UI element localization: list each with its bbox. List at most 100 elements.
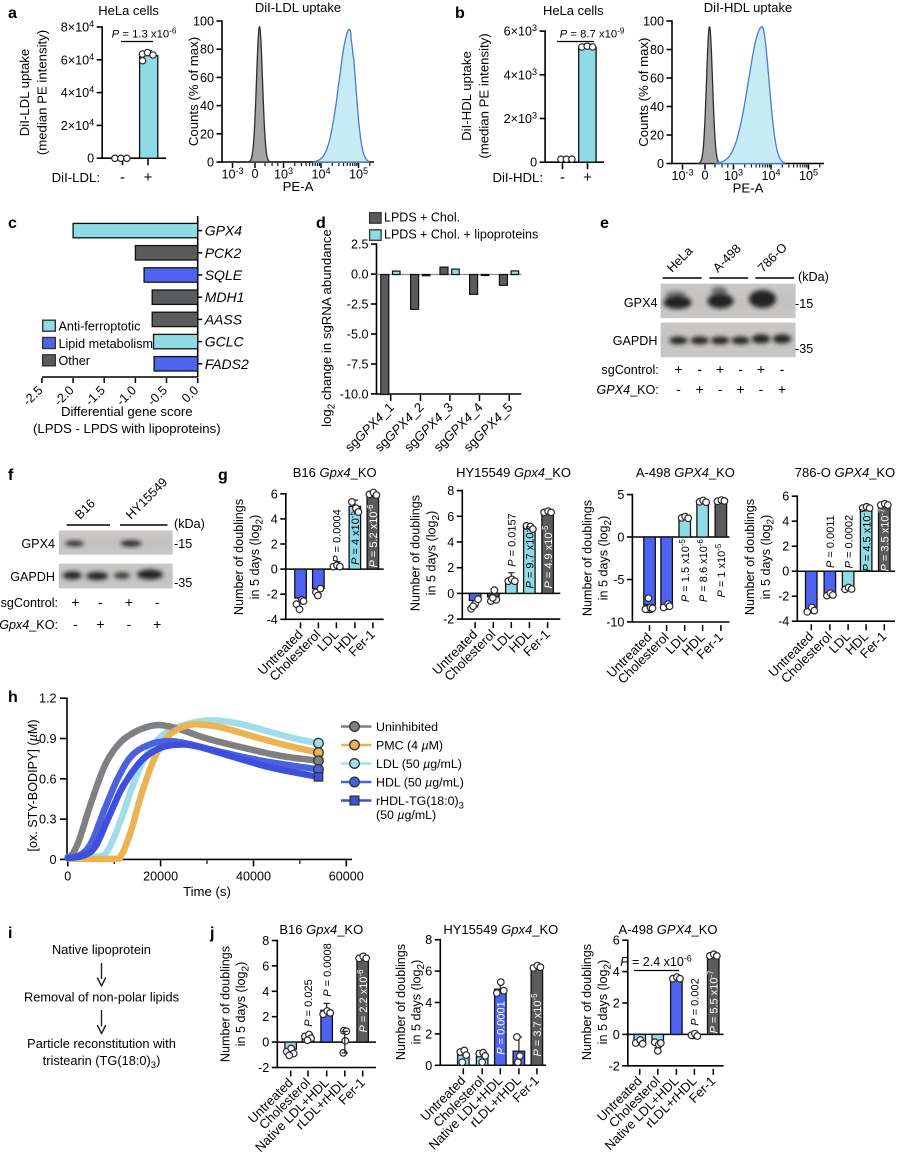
svg-text:-: - (560, 169, 565, 186)
svg-text:0: 0 (251, 167, 258, 181)
svg-text:DiI-HDL uptake: DiI-HDL uptake (704, 0, 792, 15)
svg-text:-: - (73, 616, 78, 632)
svg-text:h: h (8, 689, 18, 706)
svg-text:+: + (757, 361, 765, 377)
svg-text:P = 0.0004: P = 0.0004 (332, 509, 344, 563)
svg-text:-7.5: -7.5 (347, 358, 369, 372)
svg-text:P = 0.002: P = 0.002 (690, 978, 702, 1025)
svg-text:HeLa cells: HeLa cells (543, 3, 604, 18)
svg-text:P = 1.3 x10-6: P = 1.3 x10-6 (112, 26, 177, 40)
svg-text:c: c (8, 215, 17, 232)
svg-text:in 5 days (log2): in 5 days (log2) (596, 516, 614, 601)
svg-text:-10: -10 (606, 615, 624, 629)
svg-text:+: + (153, 616, 161, 632)
svg-text:(50 µg/mL): (50 µg/mL) (376, 808, 436, 822)
svg-text:Other: Other (59, 354, 91, 368)
svg-text:+: + (696, 381, 704, 397)
svg-text:-: - (759, 381, 764, 397)
svg-text:GAPDH: GAPDH (613, 334, 658, 348)
svg-text:-5: -5 (613, 573, 624, 587)
svg-text:rHDL-TG(18:0)3: rHDL-TG(18:0)3 (376, 794, 464, 812)
svg-text:0: 0 (207, 156, 214, 170)
svg-text:A-498 GPX4_KO: A-498 GPX4_KO (618, 922, 717, 937)
svg-text:P = 5.2 x10-6: P = 5.2 x10-6 (366, 504, 380, 568)
svg-text:e: e (600, 215, 609, 232)
svg-text:4: 4 (447, 536, 454, 550)
svg-text:0: 0 (64, 869, 71, 883)
svg-text:60: 60 (200, 71, 214, 85)
svg-text:8: 8 (447, 484, 454, 498)
svg-text:sgControl:: sgControl: (601, 363, 658, 377)
svg-text:PE-A: PE-A (733, 181, 764, 196)
svg-text:P = 2.2 x10-6: P = 2.2 x10-6 (356, 969, 370, 1033)
svg-text:in 5 days (log2): in 5 days (log2) (759, 515, 777, 600)
svg-text:100: 100 (643, 15, 664, 29)
svg-text:DiI-HDL uptake: DiI-HDL uptake (459, 51, 474, 141)
svg-text:80: 80 (650, 43, 664, 57)
svg-text:P = 0.0008: P = 0.0008 (322, 943, 334, 997)
svg-text:P = 0.0157: P = 0.0157 (507, 513, 519, 567)
svg-text:d: d (316, 215, 326, 232)
svg-text:+: + (674, 361, 682, 377)
svg-text:1.2: 1.2 (39, 692, 57, 706)
svg-text:MDH1: MDH1 (205, 289, 245, 305)
svg-text:GPX4: GPX4 (205, 223, 243, 239)
svg-text:-: - (780, 361, 785, 377)
svg-text:P = 3.7 x10-5: P = 3.7 x10-5 (530, 993, 544, 1057)
svg-text:+: + (583, 169, 592, 186)
svg-text:P = 4.5 x10-7: P = 4.5 x10-7 (859, 509, 873, 572)
svg-text:2×103: 2×103 (504, 111, 537, 127)
svg-text:Counts (% of max): Counts (% of max) (186, 37, 201, 146)
svg-text:0.6: 0.6 (39, 772, 57, 786)
svg-text:0: 0 (271, 563, 278, 577)
svg-text:AASS: AASS (204, 311, 243, 327)
svg-text:b: b (455, 5, 465, 22)
svg-text:6: 6 (271, 487, 278, 501)
svg-text:-2.5: -2.5 (347, 298, 369, 312)
svg-text:P = 3.5 x10-7: P = 3.5 x10-7 (878, 509, 892, 572)
svg-text:Native lipoprotein: Native lipoprotein (52, 942, 151, 957)
svg-text:5: 5 (617, 488, 624, 502)
svg-text:4: 4 (262, 985, 269, 999)
svg-text:P = 0.0011: P = 0.0011 (825, 515, 837, 568)
svg-text:P = 8.7 x10-9: P = 8.7 x10-9 (560, 26, 625, 40)
svg-text:-: - (718, 381, 723, 397)
svg-text:DiI-LDL uptake: DiI-LDL uptake (255, 0, 341, 15)
svg-text:P = 8.6 x10-6: P = 8.6 x10-6 (696, 539, 710, 603)
svg-text:GPX4: GPX4 (624, 296, 658, 310)
svg-text:Differential gene score: Differential gene score (61, 404, 193, 419)
svg-text:PCK2: PCK2 (205, 245, 242, 261)
svg-text:P = 0.025: P = 0.025 (303, 979, 315, 1026)
svg-text:4: 4 (613, 965, 620, 979)
svg-text:+: + (716, 361, 724, 377)
svg-text:f: f (8, 467, 14, 484)
svg-text:80: 80 (200, 43, 214, 57)
svg-text:FADS2: FADS2 (205, 356, 249, 372)
svg-text:+: + (125, 594, 133, 610)
svg-text:Number of doublings: Number of doublings (232, 499, 246, 615)
svg-text:-: - (738, 361, 743, 377)
svg-text:HY15549 Gpx4_KO: HY15549 Gpx4_KO (443, 922, 558, 937)
svg-text:2: 2 (262, 1010, 269, 1024)
svg-text:-: - (697, 361, 702, 377)
svg-text:2: 2 (782, 540, 789, 554)
svg-text:Number of doublings: Number of doublings (580, 944, 594, 1060)
svg-text:Number of doublings: Number of doublings (219, 946, 233, 1062)
svg-text:2: 2 (447, 561, 454, 575)
svg-text:Number of doublings: Number of doublings (394, 944, 408, 1060)
svg-text:Number of doublings: Number of doublings (580, 500, 594, 616)
svg-text:LDL (50 µg/mL): LDL (50 µg/mL) (376, 757, 462, 771)
svg-text:Removal of non-polar lipids: Removal of non-polar lipids (24, 990, 179, 1005)
svg-text:40: 40 (650, 100, 664, 114)
svg-text:Uninhibited: Uninhibited (376, 720, 438, 734)
svg-text:4: 4 (425, 996, 432, 1010)
svg-text:Lipid metabolism: Lipid metabolism (59, 337, 154, 351)
svg-text:(median PE intensity): (median PE intensity) (35, 30, 50, 155)
svg-text:g: g (218, 467, 228, 484)
svg-text:Particle reconstitution with: Particle reconstitution with (27, 1036, 176, 1051)
svg-text:P = 4 x10-5: P = 4 x10-5 (348, 510, 362, 564)
svg-text:8: 8 (262, 934, 269, 948)
svg-text:2: 2 (613, 997, 620, 1011)
svg-text:-: - (120, 169, 125, 186)
svg-text:SQLE: SQLE (205, 267, 243, 283)
